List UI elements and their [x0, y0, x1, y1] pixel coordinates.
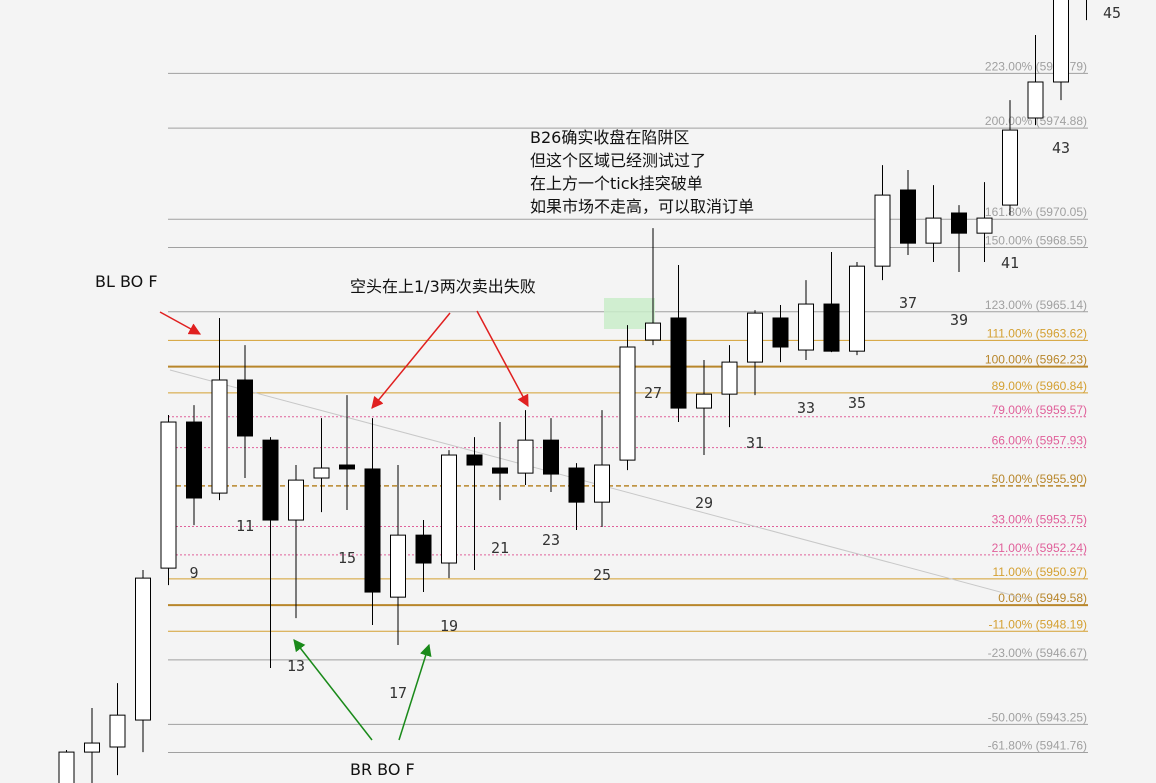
candle-body: [492, 467, 508, 474]
level-label: -11.00% (5948.19): [988, 617, 1087, 631]
level-label: 0.00% (5949.58): [998, 591, 1087, 605]
candle-body: [823, 303, 840, 352]
candle-body: [798, 303, 814, 351]
level-label: 150.00% (5968.55): [985, 233, 1087, 247]
level-label: -50.00% (5943.25): [988, 710, 1087, 724]
bar-number: 17: [389, 684, 407, 702]
bar-number: 25: [593, 566, 611, 584]
candle-body: [1027, 81, 1044, 119]
level-label: 111.00% (5963.62): [987, 326, 1087, 340]
candle-body: [721, 361, 738, 395]
candle-body: [517, 439, 534, 474]
candle-body: [262, 439, 279, 521]
candle-body: [925, 217, 942, 244]
level-label: 33.00% (5953.75): [992, 512, 1087, 526]
candle-body: [849, 265, 865, 352]
candle-body: [339, 464, 355, 470]
bar-number: 31: [746, 434, 764, 452]
candle-body: [186, 421, 202, 499]
bar-number: 37: [899, 294, 917, 312]
bar-number: 27: [644, 384, 662, 402]
level-label: -61.80% (5941.76): [988, 738, 1087, 752]
arrow: [371, 312, 451, 409]
candle-body: [237, 379, 253, 437]
candle-body: [313, 467, 330, 479]
bar-number: 15: [338, 549, 356, 567]
arrow: [476, 310, 529, 408]
level-label: 21.00% (5952.24): [992, 541, 1087, 555]
annotation: BL BO F: [95, 272, 158, 291]
arrow: [159, 311, 202, 335]
candle-body: [441, 454, 457, 564]
bar-number: 45: [1103, 4, 1121, 22]
candle-body: [160, 421, 177, 569]
candle-body: [211, 379, 228, 494]
candle-body: [390, 534, 406, 598]
level-label: 100.00% (5962.23): [985, 353, 1087, 367]
arrow: [293, 639, 373, 741]
bar-number: 23: [542, 531, 560, 549]
annotations: BL BO F 空头在上1/3两次卖出失败 BR BO F B26确实收盘在陷阱…: [95, 128, 754, 779]
level-label: -23.00% (5946.67): [988, 646, 1087, 660]
bar-number: 43: [1052, 139, 1070, 157]
annotation: 空头在上1/3两次卖出失败: [350, 277, 536, 296]
bar-number: 13: [287, 657, 305, 675]
candle-body: [135, 577, 151, 721]
candle-body: [900, 189, 916, 244]
bar-number: 19: [440, 617, 458, 635]
candle-body: [976, 217, 993, 234]
candle-body: [109, 714, 126, 748]
candle-body: [288, 479, 304, 521]
annotation-line: 如果市场不走高，可以取消订单: [530, 197, 754, 216]
annotation: BR BO F: [350, 760, 415, 779]
candle-body: [951, 212, 967, 234]
candles: 9 11 13 15 17 19 21 23 25 27 29 31 33 35 37 39 41 43 45: [58, 0, 1121, 783]
candle-body: [568, 467, 585, 503]
bar-number: 35: [848, 394, 866, 412]
level-label: 11.00% (5950.97): [992, 565, 1087, 579]
candle-body: [670, 317, 687, 409]
bar-number: 41: [1001, 254, 1019, 272]
candle-body: [1053, 0, 1069, 83]
candle-body: [415, 534, 432, 564]
bar-number: 33: [797, 399, 815, 417]
candle-body: [1002, 129, 1018, 206]
candle-body: [696, 393, 712, 409]
candle-body: [594, 464, 610, 503]
candle-body: [364, 468, 381, 593]
level-label: 50.00% (5955.90): [992, 472, 1087, 486]
candle-body: [747, 312, 763, 363]
annotation-line: 在上方一个tick挂突破单: [530, 174, 703, 193]
bar-number: 21: [491, 539, 509, 557]
annotation-line: 但这个区域已经测试过了: [530, 151, 706, 170]
annotation-line: B26确实收盘在陷阱区: [530, 128, 689, 147]
candle-body: [619, 346, 636, 461]
level-label: 66.00% (5957.93): [992, 434, 1087, 448]
level-label: 161.80% (5970.05): [985, 205, 1087, 219]
bar-number: 39: [950, 311, 968, 329]
level-label: 89.00% (5960.84): [992, 379, 1087, 393]
arrow: [398, 643, 432, 741]
level-label: 123.00% (5965.14): [985, 298, 1087, 312]
candle-body: [466, 454, 483, 466]
candle-body: [772, 317, 789, 348]
candle-body: [84, 742, 100, 753]
candle-body: [645, 322, 661, 341]
bar-number: 11: [236, 517, 254, 535]
bar-number: 29: [695, 494, 713, 512]
candle-body: [58, 751, 75, 783]
candle-body: [543, 439, 559, 475]
level-label: 79.00% (5959.57): [992, 403, 1087, 417]
candle-body: [874, 194, 891, 267]
bar-number: 9: [189, 564, 198, 582]
